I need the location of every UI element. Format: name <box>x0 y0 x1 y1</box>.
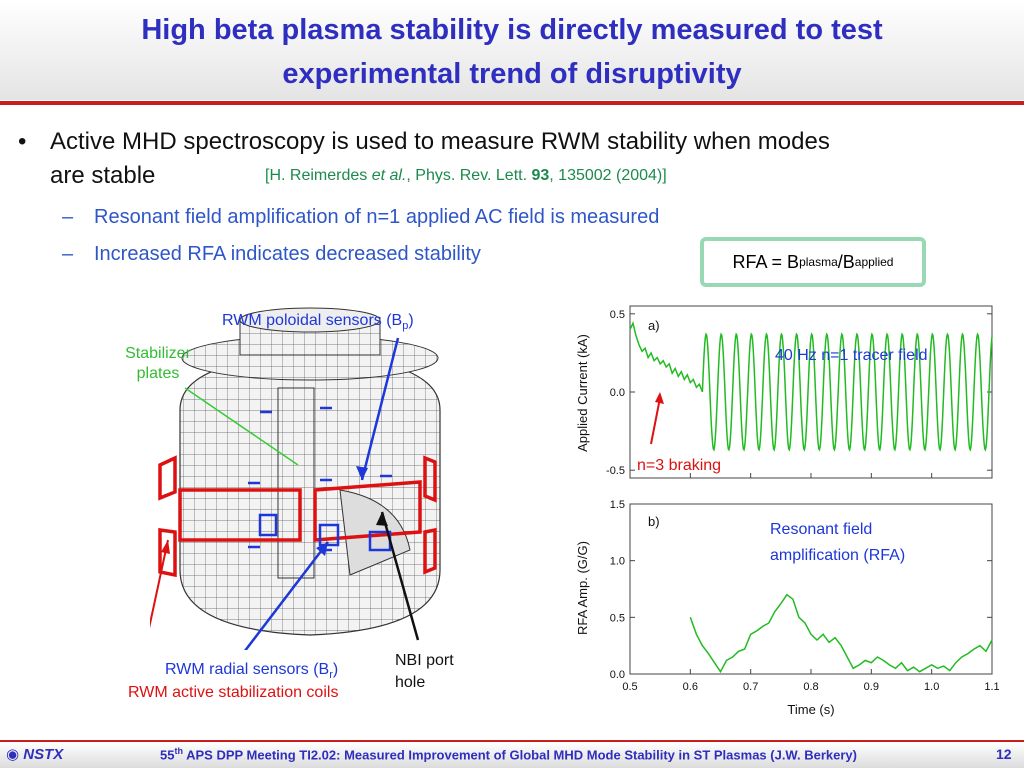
radial-label-sub: r <box>329 669 333 682</box>
chart-a-tracer-trace <box>701 332 993 452</box>
chart-rfa-amplitude: RFA Amp. (G/G) 1.51.00.50.0 0.5 0.6 0.7 0.8… <box>575 499 1000 717</box>
bullet-line-1: Active MHD spectroscopy is used to measu… <box>50 128 830 155</box>
nstx-logo-text: NSTX <box>23 746 64 763</box>
stabilizer-plates-label: Stabilizer plates <box>118 344 198 384</box>
chart-b-ytick-label: 1.0 <box>610 556 625 568</box>
sub-bullet-dash: – <box>62 206 74 228</box>
bullet-line-2: are stable <box>50 162 156 189</box>
chart-b-xtick-label: 1.1 <box>984 681 999 693</box>
chart-b-panel-label: b) <box>648 514 660 529</box>
chart-a-ytick-label: 0.0 <box>610 387 625 399</box>
stabilizer-line-2: plates <box>136 365 180 382</box>
radial-arrow <box>244 541 329 650</box>
slide-title: High beta plasma stability is directly m… <box>20 8 1004 96</box>
formula-lhs: RFA = B <box>732 251 800 272</box>
formula-slash: /B <box>837 251 855 272</box>
chart-a-frame <box>629 305 993 479</box>
citation-volume: 93 <box>531 167 550 184</box>
poloidal-label-sub: p <box>402 320 409 333</box>
chart-a-panel-label: a) <box>648 318 660 333</box>
chart-a-series <box>629 320 993 452</box>
meeting-title: APS DPP Meeting TI2.02: Measured Improve… <box>182 747 857 763</box>
chart-b-xticks: 0.5 0.6 0.7 0.8 0.9 1.0 1.1 <box>622 669 1000 693</box>
chart-applied-current: Applied Current (kA) 0.5 0.0 -0.5 a) 40 Hz… <box>575 305 993 479</box>
nbi-port-label: NBI port hole <box>395 650 454 694</box>
sub-bullet-dash: – <box>62 243 74 265</box>
page-number: 12 <box>996 746 1012 762</box>
radial-label-close: ) <box>332 661 339 678</box>
stabilizer-arrow <box>184 387 299 466</box>
chart-a-braking-trace <box>629 320 704 393</box>
title-line-1: High beta plasma stability is directly m… <box>141 14 883 46</box>
chart-a-braking-arrow <box>650 397 661 445</box>
chart-a-tracer-annotation: 40 Hz n=1 tracer field <box>775 347 928 364</box>
vessel-body <box>179 307 441 636</box>
title-band <box>0 0 1024 100</box>
chart-b-ylabel: RFA Amp. (G/G) <box>575 541 590 635</box>
meeting-number: 55 <box>160 747 175 763</box>
vessel-diagram <box>150 307 441 650</box>
poloidal-label-text: RWM poloidal sensors (B <box>222 312 403 329</box>
rwm-active-coils <box>158 455 437 578</box>
citation-pages: , 135002 (2004)] <box>549 167 667 184</box>
chart-b-xtick-label: 0.5 <box>622 681 637 693</box>
formula-sub-plasma: plasma <box>799 255 838 269</box>
sub-bullet-text: Resonant field amplification of n=1 appl… <box>94 206 660 228</box>
citation-etal: et al. <box>371 167 407 184</box>
chart-b-xtick-label: 0.7 <box>743 681 758 693</box>
chart-a-ytick-label: -0.5 <box>606 465 625 477</box>
meeting-ordinal: th <box>174 746 183 756</box>
stabilizer-line-1: Stabilizer <box>125 345 191 362</box>
chart-b-ytick-label: 0.5 <box>610 612 625 624</box>
chart-a-ylabel: Applied Current (kA) <box>575 334 590 452</box>
sub-bullet-text: Increased RFA indicates decreased stabil… <box>94 243 481 265</box>
title-rule <box>0 101 1024 105</box>
chart-b-ytick-label: 0.0 <box>610 669 625 681</box>
nstx-logo: ◉ NSTX <box>6 746 64 763</box>
nbi-line-2: hole <box>395 674 426 691</box>
chart-b-xtick-label: 0.6 <box>683 681 698 693</box>
formula-sub-applied: applied <box>854 255 894 269</box>
chart-b-ytick-label: 1.5 <box>610 499 625 511</box>
bullet-marker: • <box>18 128 27 155</box>
citation-authors: [H. Reimerdes <box>265 167 372 184</box>
active-coils-label: RWM active stabilization coils <box>128 684 339 701</box>
chart-b-xtick-label: 0.9 <box>864 681 879 693</box>
poloidal-label-close: ) <box>408 312 414 329</box>
footer-rule <box>0 740 1024 742</box>
chart-b-series <box>689 593 993 674</box>
radial-label-text: RWM radial sensors (B <box>165 661 330 678</box>
chart-b-xtick-label: 0.8 <box>803 681 818 693</box>
chart-b-annotation-line-2: amplification (RFA) <box>770 547 905 564</box>
title-line-2: experimental trend of disruptivity <box>282 58 742 90</box>
citation-journal: , Phys. Rev. Lett. <box>406 167 532 184</box>
chart-b-xtick-label: 1.0 <box>924 681 939 693</box>
poloidal-arrow <box>360 337 400 481</box>
chart-a-xticks <box>629 473 993 478</box>
citation: [H. Reimerdes et al., Phys. Rev. Lett. 9… <box>265 167 667 185</box>
footer: ◉ NSTX 55th APS DPP Meeting TI2.02: Meas… <box>0 742 1024 768</box>
chart-b-annotation-line-1: Resonant field <box>770 521 872 538</box>
chart-b-yticks: 1.5 1.0 0.5 0.0 <box>610 499 992 681</box>
chart-b-xlabel: Time (s) <box>787 702 834 717</box>
chart-b-rfa-trace <box>689 593 993 674</box>
chart-a-yticks: 0.5 0.0 -0.5 <box>606 309 992 477</box>
chart-a-ytick-label: 0.5 <box>610 309 625 321</box>
chart-a-braking-annotation: n=3 braking <box>637 457 721 474</box>
radial-sensors-label: RWM radial sensors (Br) <box>165 661 338 681</box>
nbi-arrow <box>380 511 420 641</box>
nbi-line-1: NBI port <box>395 652 454 669</box>
coils-arrow <box>150 539 169 629</box>
poloidal-sensors-label: RWM poloidal sensors (Bp) <box>222 312 414 332</box>
footer-meeting: 55th APS DPP Meeting TI2.02: Measured Im… <box>160 746 857 762</box>
